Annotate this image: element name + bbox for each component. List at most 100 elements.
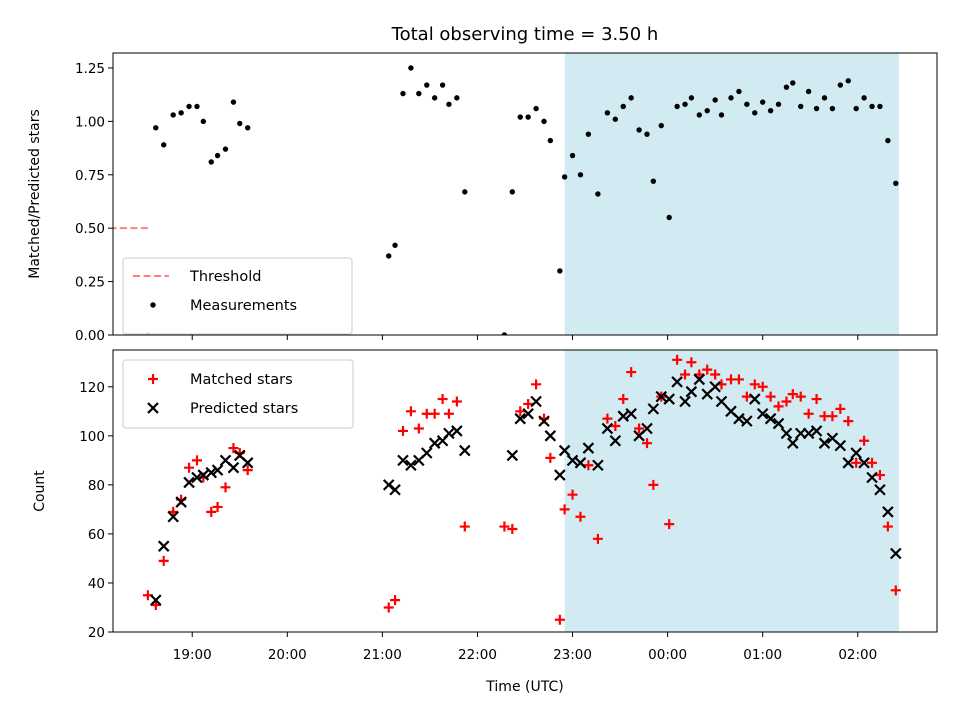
measurement-point xyxy=(682,101,688,107)
predicted-star-point xyxy=(389,483,401,496)
legend-measurement-swatch xyxy=(150,302,156,308)
predicted-star-point xyxy=(405,459,417,472)
predicted-star-point xyxy=(227,461,240,474)
measurement-point xyxy=(861,95,867,101)
matched-star-point xyxy=(383,602,394,613)
y-tick-label: 1.25 xyxy=(75,61,105,77)
matched-star-point xyxy=(710,369,721,380)
y-tick-label: 0.75 xyxy=(75,168,105,184)
y-tick-label: 0.50 xyxy=(75,221,105,237)
predicted-star-point xyxy=(756,407,769,420)
measurement-point xyxy=(775,101,782,107)
legend: Matched stars Predicted stars xyxy=(122,359,354,429)
y-tick-label: 0.25 xyxy=(75,275,105,291)
predicted-star-point xyxy=(890,547,902,560)
measurement-point xyxy=(547,137,554,144)
measurement-point xyxy=(805,88,812,95)
y-axis-label: Count xyxy=(32,470,48,512)
predicted-star-point xyxy=(733,412,745,425)
matched-star-point xyxy=(531,379,542,390)
x-tick-label: 02:00 xyxy=(838,647,877,663)
predicted-star-point xyxy=(780,427,793,440)
measurement-point xyxy=(585,131,592,137)
measurement-point xyxy=(821,95,828,101)
measurement-point xyxy=(712,97,718,103)
predicted-star-point xyxy=(522,407,534,420)
measurement-point xyxy=(658,122,664,129)
predicted-star-point xyxy=(693,373,706,386)
matched-star-point xyxy=(429,408,440,419)
predicted-star-point xyxy=(818,437,831,449)
matched-star-point xyxy=(765,391,776,402)
matched-star-point xyxy=(567,489,578,500)
predicted-star-point xyxy=(167,510,179,523)
legend-label: Threshold xyxy=(189,269,261,285)
matched-star-point xyxy=(437,394,448,405)
measurement-point xyxy=(454,95,460,101)
matched-star-point xyxy=(634,423,645,434)
measurement-point xyxy=(636,127,642,133)
x-tick-label: 19:00 xyxy=(173,647,212,663)
measurement-point xyxy=(561,174,568,180)
measurement-point xyxy=(161,142,167,148)
matched-star-point xyxy=(405,406,416,417)
matched-star-point xyxy=(459,521,470,532)
legend-predicted-swatch xyxy=(147,402,159,414)
matched-star-point xyxy=(515,406,526,417)
x-axis: 19:00 20:00 21:00 22:00 23:00 00:00 01:00 02:00 xyxy=(173,647,877,663)
matched-star-point xyxy=(390,595,401,606)
matched-star-point xyxy=(583,460,594,471)
matched-star-point xyxy=(191,455,202,466)
measurement-point xyxy=(696,112,703,118)
matched-star-point xyxy=(184,462,195,473)
measurement-point xyxy=(230,99,237,105)
matched-star-point xyxy=(212,501,223,512)
measurement-point xyxy=(208,159,214,165)
predicted-star-point xyxy=(858,457,870,469)
predicted-star-point xyxy=(647,403,660,415)
predicted-star-point xyxy=(874,483,886,496)
measurement-point xyxy=(767,107,774,114)
matched-star-point xyxy=(559,504,570,515)
predicted-star-point xyxy=(601,422,614,435)
predicted-star-point xyxy=(582,442,595,454)
measurement-point xyxy=(244,125,251,131)
predicted-star-point xyxy=(663,393,675,405)
predicted-star-point xyxy=(544,430,557,442)
y-tick-label: 20 xyxy=(88,625,105,641)
measurement-point xyxy=(533,105,539,112)
predicted-star-point xyxy=(443,427,455,440)
measurement-point xyxy=(612,116,619,122)
measurement-point xyxy=(853,105,859,112)
y-tick-label: 100 xyxy=(79,429,105,445)
measurement-point xyxy=(424,82,430,88)
predicted-star-point xyxy=(554,469,566,481)
predicted-star-point xyxy=(787,437,799,449)
matched-star-point xyxy=(499,521,510,532)
legend: Threshold Measurements xyxy=(122,257,353,335)
measurement-point xyxy=(752,110,758,116)
measurement-point xyxy=(386,253,392,259)
matched-star-point xyxy=(545,452,556,463)
measurement-point xyxy=(728,95,734,101)
measurement-point xyxy=(178,110,184,116)
predicted-star-point xyxy=(157,540,170,552)
predicted-star-point xyxy=(197,469,210,481)
matched-star-point xyxy=(228,443,239,454)
predicted-star-point xyxy=(183,476,195,489)
matched-star-point xyxy=(626,367,637,378)
measurement-point xyxy=(628,95,634,101)
predicted-star-point xyxy=(802,427,815,440)
matched-star-point xyxy=(702,364,713,375)
measurement-point xyxy=(877,103,883,110)
measurement-point xyxy=(400,90,406,97)
matched-star-point xyxy=(451,396,462,407)
axes-frame xyxy=(112,52,938,336)
predicted-star-point xyxy=(397,454,409,467)
matched-star-point xyxy=(158,555,169,566)
predicted-star-point xyxy=(772,417,785,430)
measurement-point xyxy=(704,107,710,114)
matched-star-point xyxy=(757,381,768,392)
measurement-point xyxy=(790,80,796,86)
